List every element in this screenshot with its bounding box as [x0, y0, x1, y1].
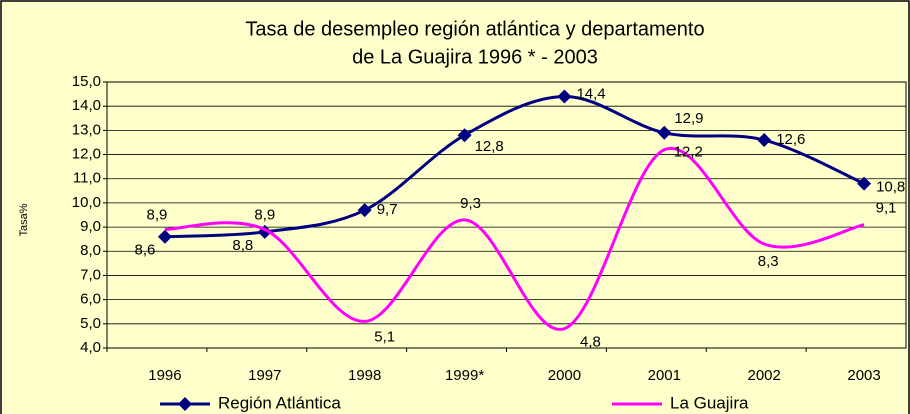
data-label: 8,8: [232, 237, 253, 254]
series-line: [164, 95, 865, 239]
x-tick-label: 2002: [748, 367, 781, 384]
data-label: 4,8: [580, 334, 601, 351]
x-tick-label: 1996: [148, 367, 181, 384]
data-point: [357, 203, 372, 218]
data-point: [557, 89, 572, 104]
y-tick-label: 14,0: [72, 97, 101, 114]
y-tick-label: 15,0: [72, 73, 101, 90]
x-tick-label: 1998: [348, 367, 381, 384]
data-point: [157, 229, 172, 244]
data-label: 12,9: [674, 110, 703, 127]
data-point: [657, 125, 672, 140]
data-label: 8,6: [135, 242, 156, 259]
data-label: 12,2: [674, 144, 703, 161]
x-tick-label: 2001: [648, 367, 681, 384]
data-label: 10,8: [876, 179, 905, 196]
data-label: 8,9: [147, 206, 168, 223]
chart-title: Tasa de desempleo región atlántica y dep…: [245, 18, 704, 40]
legend-marker: [178, 397, 192, 411]
x-tick-label: 2003: [847, 367, 880, 384]
data-label: 9,3: [460, 195, 481, 212]
y-tick-label: 10,0: [72, 194, 101, 211]
data-label: 5,1: [374, 328, 395, 345]
y-tick-label: 13,0: [72, 121, 101, 138]
y-axis-label: Tasa%: [18, 203, 30, 236]
data-label: 9,7: [377, 201, 398, 218]
legend-label: La Guajira: [670, 393, 749, 412]
x-tick-label: 1999*: [445, 367, 484, 384]
data-point: [457, 128, 472, 143]
data-label: 14,4: [576, 85, 605, 102]
data-point: [757, 133, 772, 148]
series-line: [164, 146, 865, 331]
data-label: 12,6: [776, 131, 805, 148]
data-label: 12,8: [475, 138, 504, 155]
data-label: 8,3: [758, 253, 779, 270]
data-label: 8,9: [254, 206, 275, 223]
y-tick-label: 12,0: [72, 146, 101, 163]
y-tick-label: 5,0: [80, 315, 101, 332]
y-tick-label: 7,0: [80, 266, 101, 283]
x-tick-label: 2000: [548, 367, 581, 384]
data-point: [857, 176, 872, 191]
legend-label: Región Atlántica: [218, 393, 341, 412]
y-tick-label: 6,0: [80, 291, 101, 308]
data-label: 9,1: [876, 200, 897, 217]
x-tick-label: 1997: [248, 367, 281, 384]
y-tick-label: 8,0: [80, 242, 101, 259]
y-tick-label: 9,0: [80, 218, 101, 235]
y-tick-label: 11,0: [73, 170, 101, 187]
y-tick-label: 4,0: [80, 339, 101, 356]
chart-title: de La Guajira 1996 * - 2003: [352, 46, 598, 68]
